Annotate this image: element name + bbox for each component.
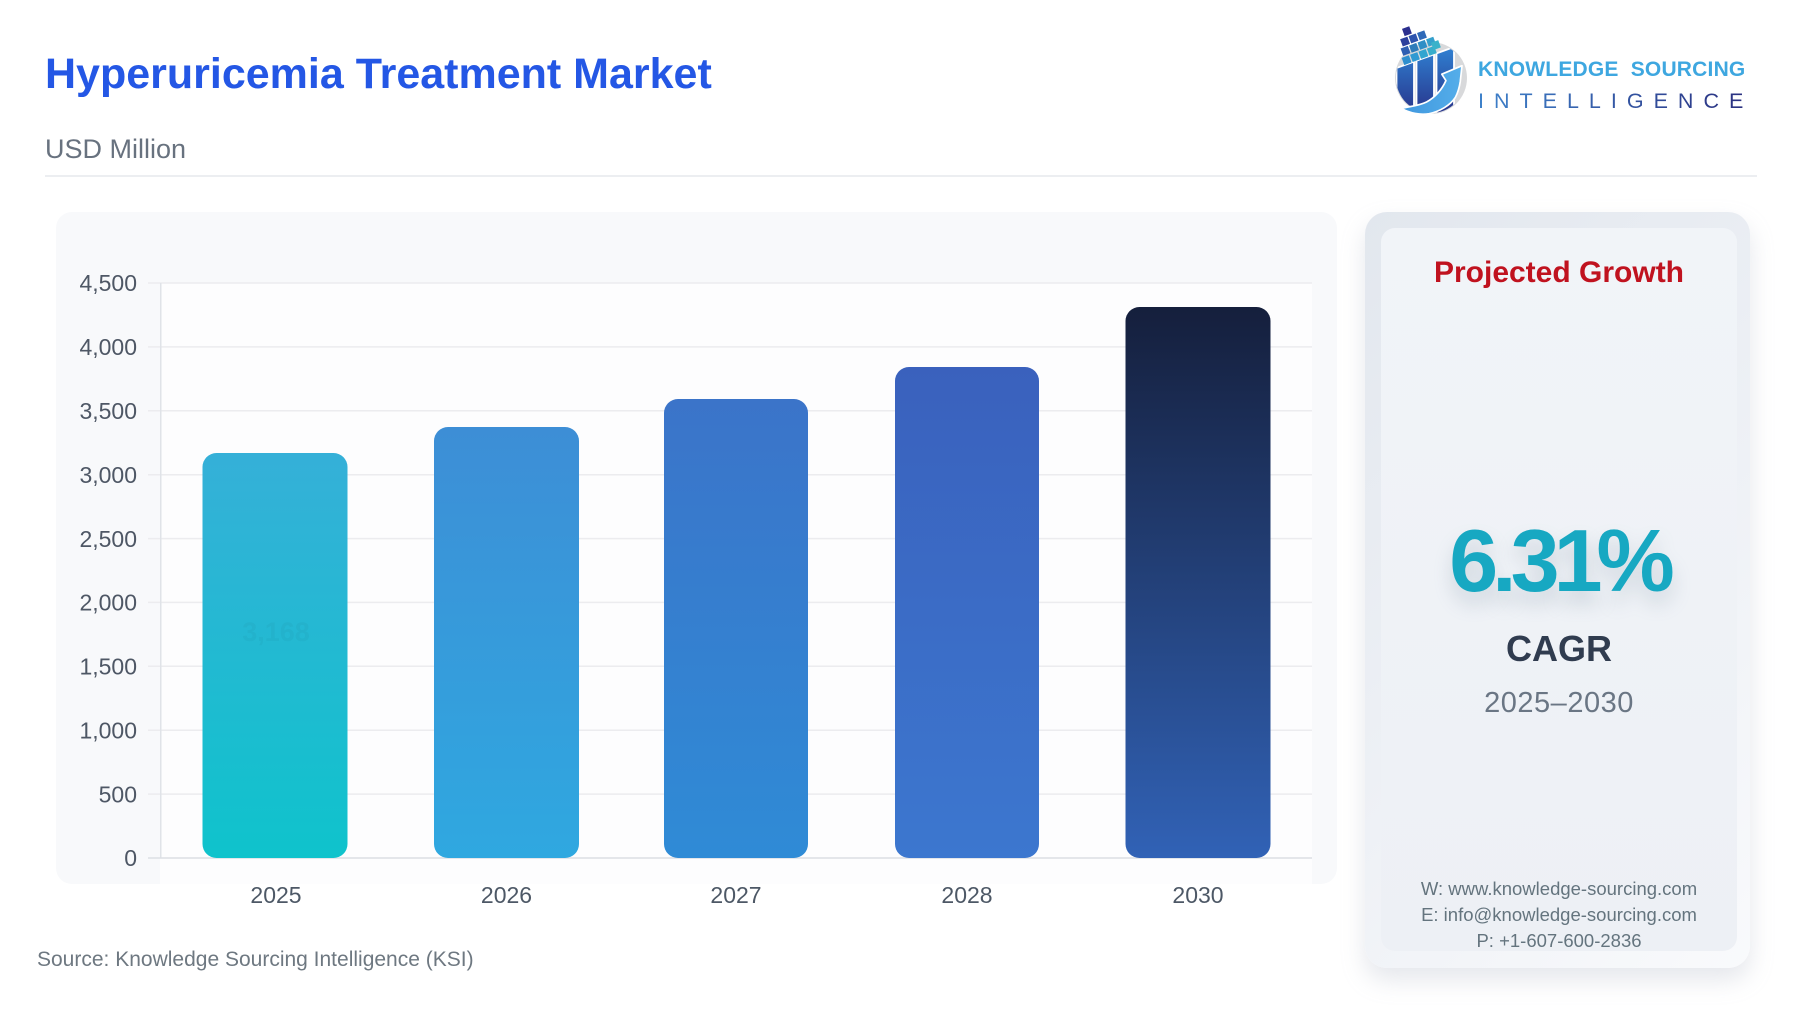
svg-text:1,500: 1,500 bbox=[79, 654, 137, 680]
svg-text:3,500: 3,500 bbox=[79, 398, 137, 424]
svg-text:2030: 2030 bbox=[1172, 882, 1223, 908]
svg-text:2027: 2027 bbox=[710, 882, 761, 908]
svg-text:2025: 2025 bbox=[250, 882, 301, 908]
svg-text:500: 500 bbox=[99, 782, 137, 808]
svg-text:3,168: 3,168 bbox=[242, 617, 310, 647]
svg-text:4,000: 4,000 bbox=[79, 334, 137, 360]
svg-text:2026: 2026 bbox=[481, 882, 532, 908]
svg-text:1,000: 1,000 bbox=[79, 718, 137, 744]
svg-text:0: 0 bbox=[124, 845, 137, 871]
svg-text:2,000: 2,000 bbox=[79, 590, 137, 616]
svg-text:3,000: 3,000 bbox=[79, 462, 137, 488]
svg-text:2028: 2028 bbox=[941, 882, 992, 908]
svg-text:2,500: 2,500 bbox=[79, 526, 137, 552]
svg-text:4,500: 4,500 bbox=[79, 270, 137, 296]
